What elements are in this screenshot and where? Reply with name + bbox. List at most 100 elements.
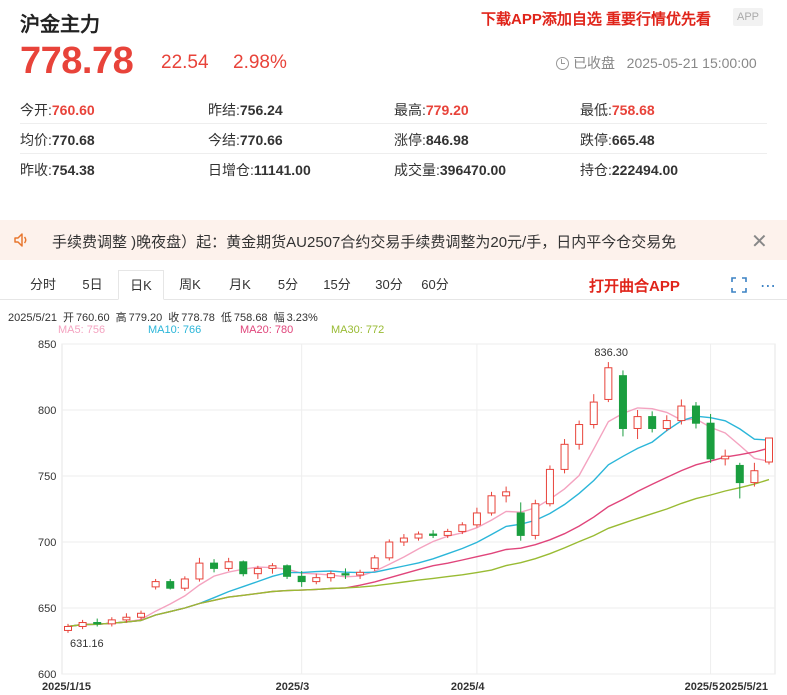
candle-body <box>385 541 394 559</box>
y-tick-label: 650 <box>38 603 56 615</box>
candle-body <box>531 503 540 536</box>
open-app-link[interactable]: 打开曲合APP <box>589 278 680 295</box>
stat-value: 665.48 <box>611 132 655 148</box>
ohlc-date: 2025/5/21 <box>8 312 57 324</box>
candle-body <box>210 562 219 569</box>
candle-body <box>239 561 248 575</box>
ohlc-low-label: 低 <box>220 312 232 324</box>
candle-body <box>297 575 306 583</box>
status-datetime: 2025-05-21 15:00:00 <box>626 55 757 71</box>
tab-4[interactable]: 月K <box>229 277 251 292</box>
ohlc-amp-label: 幅 <box>273 312 285 324</box>
x-tick-label: 2025/5 <box>685 681 719 693</box>
tab-7[interactable]: 30分 <box>375 277 403 292</box>
ma20-legend: MA20: 780 <box>240 324 294 336</box>
stats-grid: 今开:760.60 昨结:756.24 最高:779.20 最低:758.68 均价:7… <box>20 94 767 184</box>
stat-label: 涨停: <box>394 132 426 148</box>
candle-body <box>122 616 131 621</box>
candle-body <box>180 578 189 589</box>
tab-2[interactable]: 日K <box>118 270 164 300</box>
stats-row: 今开:760.60 昨结:756.24 最高:779.20 最低:758.68 <box>20 94 767 124</box>
candle-body <box>560 443 569 470</box>
stat-label: 持仓: <box>580 162 612 178</box>
tab-1[interactable]: 5日 <box>82 277 103 292</box>
stat-value: 760.60 <box>51 102 95 118</box>
ohlc-close: 778.78 <box>181 312 215 324</box>
candle-body <box>312 577 321 583</box>
ma5-legend: MA5: 756 <box>58 324 106 336</box>
y-tick-label: 750 <box>38 471 56 483</box>
candle-body <box>472 512 481 526</box>
ohlc-readout: 2025/5/21 开 760.60 高 779.20 收 778.78 低 758.68 幅 3.… <box>8 309 324 325</box>
stat-item: 持仓:222494.00 <box>580 160 678 180</box>
candle-body <box>633 416 642 429</box>
stat-label: 昨结: <box>208 102 240 118</box>
tab-5[interactable]: 5分 <box>277 277 299 292</box>
stat-value: 222494.00 <box>611 162 679 178</box>
stat-value: 770.66 <box>239 132 283 148</box>
ohlc-high: 779.20 <box>128 312 163 324</box>
candle-body <box>750 470 759 484</box>
candle-body <box>502 491 511 497</box>
ma5-line <box>67 407 770 628</box>
more-icon[interactable]: ⋯ <box>760 278 776 295</box>
x-tick-label: 2025/3 <box>276 681 310 693</box>
ohlc-open: 760.60 <box>75 312 110 324</box>
stat-item: 最低:758.68 <box>580 100 655 120</box>
close-icon[interactable]: ✕ <box>751 231 768 253</box>
notice-bar: 手续费调整 )晚夜盘）起：黄金期货AU2507合约交易手续费调整为20元/手，日… <box>0 220 787 260</box>
ohlc-amp: 3.23% <box>286 312 318 324</box>
candle-body <box>765 437 773 463</box>
candle-body <box>648 416 657 429</box>
kline-chart[interactable]: 600 650 700 750 800 850 2025/1/15 2025/3 2025/4 2… <box>0 336 787 695</box>
ohlc-high-label: 高 <box>115 312 127 324</box>
max-price-label: 836.30 <box>594 347 628 359</box>
ohlc-close-label: 收 <box>168 312 180 324</box>
speaker-icon <box>14 233 27 247</box>
candle-body <box>516 512 525 536</box>
tab-6[interactable]: 15分 <box>323 277 351 292</box>
candle-body <box>458 524 467 532</box>
notice-text[interactable]: 手续费调整 )晚夜盘）起：黄金期货AU2507合约交易手续费调整为20元/手，日… <box>52 234 677 251</box>
period-tabs: 分时 5日 日K 周K 月K 5分 15分 30分 60分 <box>0 270 787 300</box>
tab-8[interactable]: 60分 <box>421 277 449 292</box>
stat-item: 昨收:754.38 <box>20 160 95 180</box>
stats-row: 均价:770.68 今结:770.66 涨停:846.98 跌停:665.48 <box>20 124 767 154</box>
candle-body <box>443 530 452 536</box>
x-tick-label: 2025/1/15 <box>42 681 91 693</box>
stat-value: 754.38 <box>51 162 95 178</box>
candle-body <box>64 625 72 631</box>
header: 沪金主力 下载APP添加自选 重要行情优先看 APP <box>0 0 787 36</box>
min-price-label: 631.16 <box>70 638 104 650</box>
candle-body <box>370 557 379 569</box>
stat-label: 今结: <box>208 132 240 148</box>
app-badge[interactable]: APP <box>733 8 764 26</box>
x-tick-label: 2025/4 <box>451 681 486 693</box>
candle-body <box>414 533 423 539</box>
candle-body <box>618 375 627 429</box>
stat-item: 今开:760.60 <box>20 100 95 120</box>
stat-value: 846.98 <box>425 132 469 148</box>
candle-body <box>691 405 700 424</box>
tab-0[interactable]: 分时 <box>29 277 56 292</box>
stat-item: 昨结:756.24 <box>208 100 283 120</box>
stat-item: 跌停:665.48 <box>580 130 655 150</box>
candle-body <box>545 468 554 505</box>
candle-body <box>604 367 613 400</box>
candle-body <box>78 622 87 627</box>
candle-body <box>429 533 438 536</box>
download-app-promo[interactable]: 下载APP添加自选 重要行情优先看 <box>481 11 712 28</box>
stat-label: 成交量: <box>394 162 440 178</box>
y-tick-label: 850 <box>38 339 56 351</box>
ohlc-open-label: 开 <box>62 312 74 324</box>
candle-body <box>662 420 671 429</box>
fullscreen-icon[interactable] <box>731 277 747 293</box>
stat-label: 最高: <box>394 102 426 118</box>
y-tick-label: 700 <box>38 537 56 549</box>
stat-value: 758.68 <box>611 102 655 118</box>
candle-body <box>326 573 335 579</box>
candle-body <box>195 562 204 580</box>
tab-3[interactable]: 周K <box>179 277 201 292</box>
ma30-line <box>67 478 770 628</box>
y-tick-label: 800 <box>38 405 56 417</box>
